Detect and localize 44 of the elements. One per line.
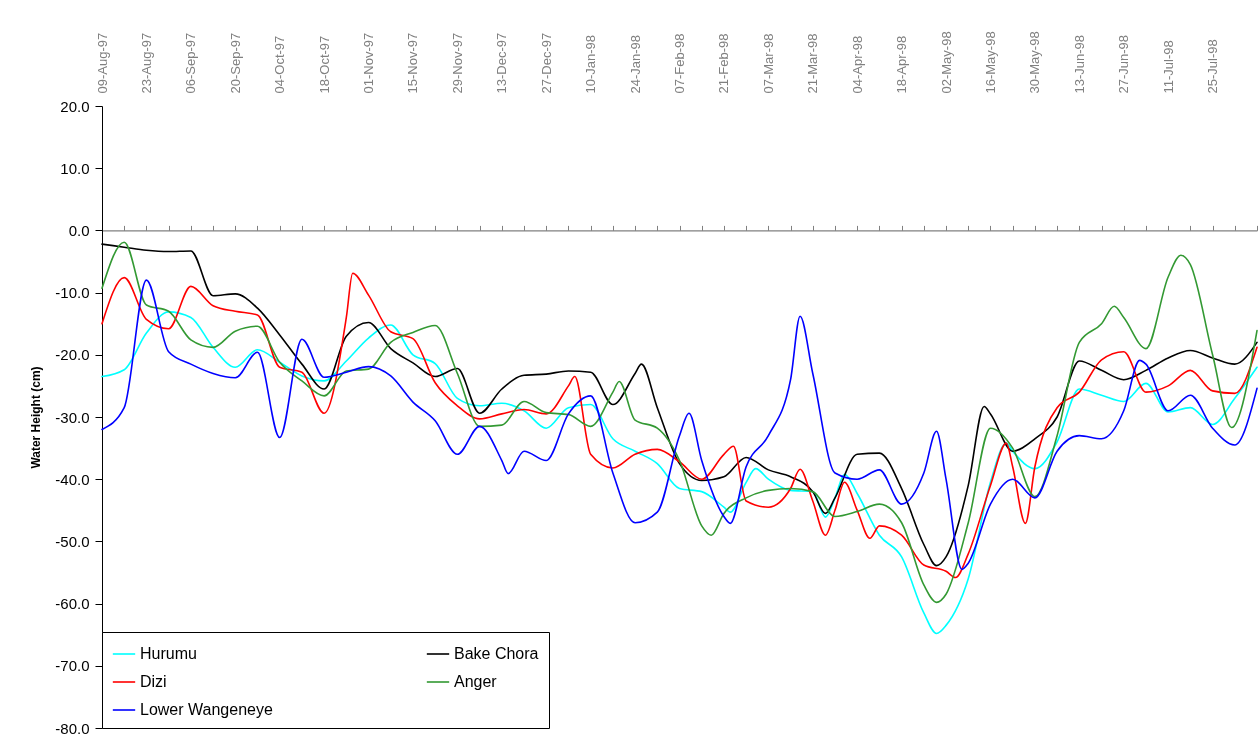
x-tick-label: 21-Feb-98: [716, 33, 732, 94]
legend-label: Bake Chora: [454, 645, 539, 662]
x-tick-label: 15-Nov-97: [405, 32, 421, 94]
x-tick-label: 04-Oct-97: [272, 35, 288, 94]
x-tick-label: 13-Jun-98: [1071, 34, 1087, 94]
x-tick-label: 04-Apr-98: [849, 35, 865, 94]
x-tick-label: 25-Jul-98: [1205, 39, 1221, 94]
legend-label: Hurumu: [140, 645, 197, 662]
x-tick-label: 18-Oct-97: [316, 35, 332, 94]
y-tick-label: 10.0: [60, 159, 90, 177]
x-tick-label: 29-Nov-97: [449, 32, 465, 94]
y-axis-title: Water Height (cm): [29, 366, 44, 469]
y-tick-label: -50.0: [55, 532, 90, 550]
x-tick-label: 27-Dec-97: [538, 32, 554, 94]
y-tick-label: -20.0: [55, 346, 90, 364]
legend-label: Dizi: [140, 673, 167, 690]
y-tick-label: -70.0: [55, 657, 90, 675]
x-tick-label: 24-Jan-98: [627, 34, 643, 94]
y-tick-label: 0.0: [68, 221, 90, 239]
x-tick-label: 02-May-98: [938, 31, 954, 94]
x-tick-label: 10-Jan-98: [583, 34, 599, 94]
y-tick-label: 20.0: [60, 97, 90, 115]
line-series: [101, 311, 1258, 635]
x-tick-label: 13-Dec-97: [494, 32, 510, 94]
x-tick-label: 11-Jul-98: [1160, 40, 1176, 94]
legend-label: Anger: [454, 673, 498, 690]
x-tick-label: 20-Sep-97: [227, 32, 243, 94]
y-tick-label: -80.0: [55, 719, 90, 737]
y-tick-label: -60.0: [55, 595, 90, 613]
x-tick-label: 21-Mar-98: [805, 33, 821, 94]
x-tick-label: 27-Jun-98: [1116, 34, 1132, 94]
x-tick-label: 30-May-98: [1027, 31, 1043, 94]
y-tick-label: -30.0: [55, 408, 90, 426]
y-tick-label: -10.0: [55, 284, 90, 302]
x-tick-label: 23-Aug-97: [138, 32, 154, 94]
x-tick-label: 18-Apr-98: [894, 35, 910, 94]
x-tick-label: 07-Mar-98: [760, 33, 776, 94]
y-tick-label: -40.0: [55, 470, 90, 488]
x-tick-label: 06-Sep-97: [183, 32, 199, 94]
x-tick-label: 09-Aug-97: [94, 32, 110, 94]
x-tick-label: 01-Nov-97: [361, 32, 377, 94]
x-tick-label: 16-May-98: [982, 31, 998, 94]
x-tick-label: 07-Feb-98: [672, 33, 687, 94]
legend-label: Lower Wangeneye: [140, 701, 273, 718]
